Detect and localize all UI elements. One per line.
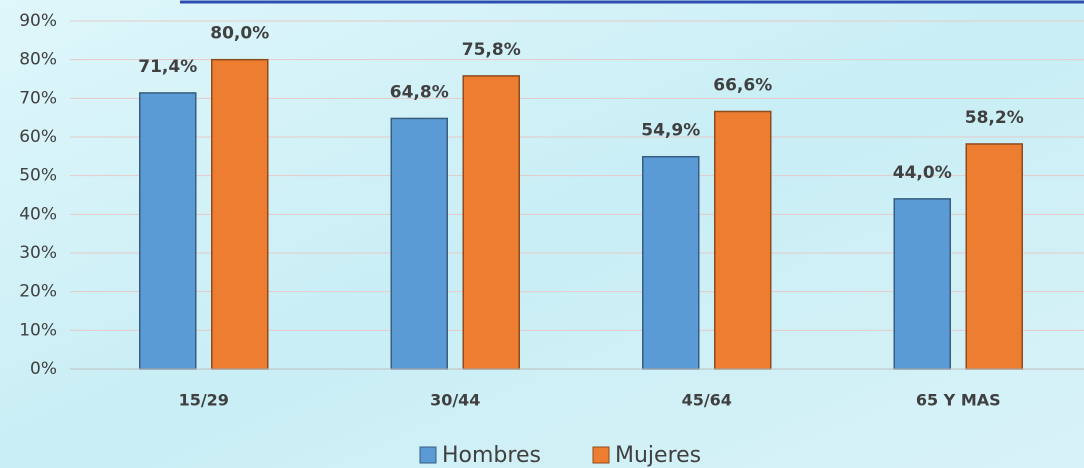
- x-tick-label: 45/64: [682, 391, 732, 410]
- value-label: 58,2%: [965, 108, 1024, 128]
- value-label: 44,0%: [893, 163, 952, 183]
- bar: [211, 58, 269, 370]
- bar: [462, 75, 520, 370]
- legend-swatch: [592, 446, 610, 464]
- bar: [139, 92, 197, 370]
- y-tick-label: 30%: [19, 243, 57, 263]
- y-tick-label: 80%: [19, 50, 57, 70]
- bar: [714, 110, 772, 370]
- y-tick-label: 50%: [19, 166, 57, 186]
- value-label: 64,8%: [390, 82, 449, 102]
- y-tick-label: 60%: [19, 127, 57, 147]
- y-tick-label: 0%: [30, 359, 57, 379]
- legend-label: Mujeres: [615, 443, 701, 468]
- value-label: 71,4%: [138, 57, 197, 77]
- y-tick-label: 90%: [19, 11, 57, 31]
- x-tick-label: 30/44: [430, 391, 480, 410]
- value-label: 80,0%: [210, 24, 269, 44]
- y-tick-label: 20%: [19, 282, 57, 302]
- value-label: 75,8%: [462, 40, 521, 60]
- bar: [390, 117, 448, 370]
- value-label: 66,6%: [713, 75, 772, 95]
- value-label: 54,9%: [641, 121, 700, 141]
- y-tick-label: 40%: [19, 204, 57, 224]
- bar: [893, 198, 951, 370]
- bar: [642, 155, 700, 370]
- bar: [965, 143, 1023, 370]
- y-tick-label: 10%: [19, 320, 57, 340]
- y-tick-label: 70%: [19, 88, 57, 108]
- x-tick-label: 15/29: [179, 391, 229, 410]
- legend-label: Hombres: [442, 443, 541, 468]
- x-tick-label: 65 Y MAS: [916, 391, 1001, 410]
- legend-swatch: [419, 446, 437, 464]
